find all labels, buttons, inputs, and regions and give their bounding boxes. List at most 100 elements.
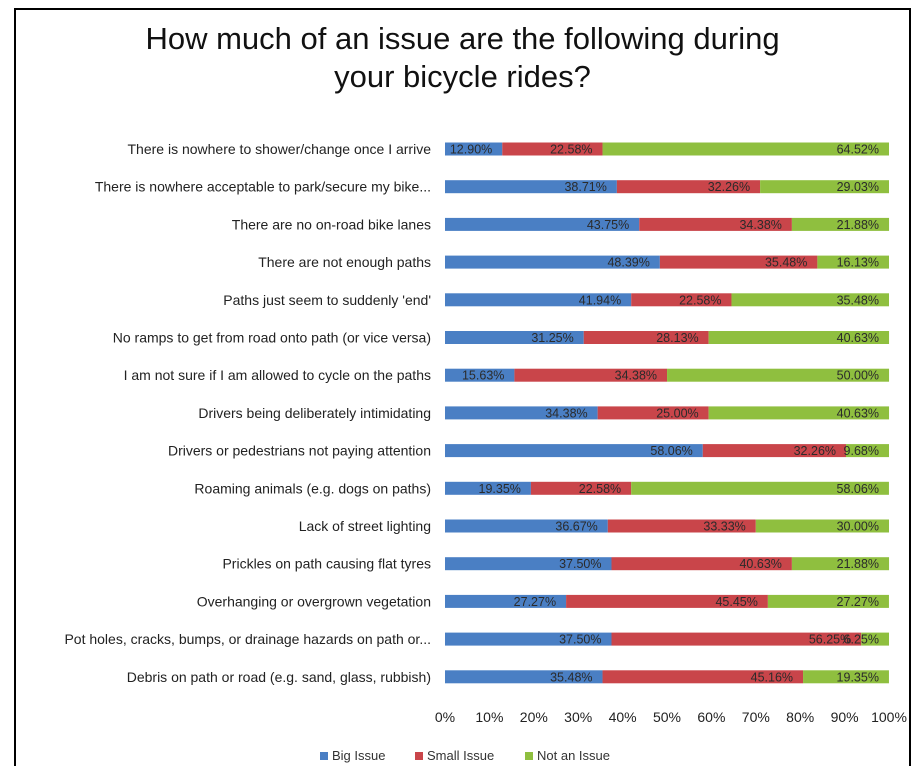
data-label: 48.39%	[607, 256, 649, 270]
data-label: 15.63%	[462, 369, 504, 383]
category-label: There are no on-road bike lanes	[232, 216, 431, 232]
bar-segment-big-issue	[445, 293, 632, 307]
data-label: 9.68%	[844, 444, 879, 458]
bar-segment-big-issue	[445, 180, 617, 194]
data-label: 34.38%	[545, 406, 587, 420]
bar-segment-small-issue	[566, 594, 768, 608]
bar-segment-not-an-issue	[667, 368, 890, 382]
bar-segment-big-issue	[445, 444, 703, 458]
x-tick-label: 80%	[786, 709, 814, 725]
bar-segment-small-issue	[616, 180, 761, 194]
category-label: Lack of street lighting	[299, 518, 431, 534]
category-label: Prickles on path causing flat tyres	[222, 556, 431, 572]
data-label: 22.58%	[679, 293, 721, 307]
bar-segment-small-issue	[659, 255, 818, 269]
bar-segment-big-issue	[445, 406, 598, 420]
data-label: 50.00%	[837, 369, 879, 383]
data-label: 35.48%	[765, 256, 807, 270]
bar-segment-not-an-issue	[708, 406, 890, 420]
bar-segment-big-issue	[445, 255, 660, 269]
x-tick-label: 60%	[697, 709, 725, 725]
category-label: Debris on path or road (e.g. sand, glass…	[127, 669, 431, 685]
x-tick-label: 10%	[475, 709, 503, 725]
data-label: 21.88%	[837, 557, 879, 571]
legend-swatch	[525, 752, 533, 760]
data-label: 40.63%	[837, 406, 879, 420]
bar-segment-big-issue	[445, 142, 503, 156]
bar-segment-not-an-issue	[767, 594, 889, 608]
bar-segment-small-issue	[530, 481, 632, 495]
bar-segment-small-issue	[514, 368, 668, 382]
category-label: No ramps to get from road onto path (or …	[113, 330, 431, 346]
data-label: 34.38%	[615, 369, 657, 383]
bar-segment-small-issue	[502, 142, 603, 156]
bar-segment-not-an-issue	[791, 217, 890, 231]
category-label: Drivers being deliberately intimidating	[198, 405, 431, 421]
legend-swatch	[320, 752, 328, 760]
data-label: 12.90%	[450, 143, 492, 157]
bar-segment-not-an-issue	[760, 180, 889, 194]
data-label: 16.13%	[837, 256, 879, 270]
bar-segment-small-issue	[702, 444, 847, 458]
bar-segment-big-issue	[445, 519, 608, 533]
data-label: 27.27%	[514, 595, 556, 609]
bar-segment-small-issue	[597, 406, 709, 420]
bar-segment-not-an-issue	[755, 519, 889, 533]
bar-segment-big-issue	[445, 632, 612, 646]
data-label: 27.27%	[837, 595, 879, 609]
data-label: 36.67%	[555, 520, 597, 534]
legend-label: Not an Issue	[537, 748, 610, 763]
category-label: There is nowhere to shower/change once I…	[128, 141, 432, 157]
bar-segment-not-an-issue	[708, 331, 890, 344]
category-label: Overhanging or overgrown vegetation	[197, 593, 431, 609]
category-label: There is nowhere acceptable to park/secu…	[95, 179, 431, 195]
bar-segment-not-an-issue	[631, 481, 889, 495]
x-tick-label: 70%	[742, 709, 770, 725]
data-label: 45.16%	[751, 670, 793, 684]
data-label: 37.50%	[559, 557, 601, 571]
category-label: Roaming animals (e.g. dogs on paths)	[194, 480, 431, 496]
data-label: 6.25%	[844, 633, 879, 647]
legend-label: Big Issue	[332, 748, 385, 763]
bar-segment-big-issue	[445, 331, 584, 344]
legend-label: Small Issue	[427, 748, 494, 763]
x-tick-label: 90%	[831, 709, 859, 725]
data-label: 32.26%	[708, 180, 750, 194]
data-label: 37.50%	[559, 633, 601, 647]
bar-segment-big-issue	[445, 217, 640, 231]
data-label: 34.38%	[739, 218, 781, 232]
x-tick-label: 50%	[653, 709, 681, 725]
data-label: 35.48%	[550, 670, 592, 684]
x-tick-label: 40%	[609, 709, 637, 725]
legend-swatch	[415, 752, 423, 760]
bar-segment-big-issue	[445, 557, 612, 571]
bar-segment-big-issue	[445, 670, 603, 684]
data-label: 40.63%	[837, 331, 879, 345]
bar-segment-not-an-issue	[791, 557, 890, 571]
bar-segment-not-an-issue	[846, 444, 889, 458]
data-label: 45.45%	[715, 595, 757, 609]
data-label: 21.88%	[837, 218, 879, 232]
bar-segment-small-issue	[631, 293, 732, 307]
data-label: 25.00%	[656, 406, 698, 420]
data-label: 33.33%	[703, 520, 745, 534]
bar-segment-small-issue	[602, 670, 804, 684]
data-label: 28.13%	[656, 331, 698, 345]
category-label: Pot holes, cracks, bumps, or drainage ha…	[64, 631, 431, 647]
bar-segment-not-an-issue	[602, 142, 889, 156]
data-label: 29.03%	[837, 180, 879, 194]
bar-segment-big-issue	[445, 481, 531, 495]
data-label: 58.06%	[837, 482, 879, 496]
data-label: 22.58%	[550, 143, 592, 157]
x-tick-label: 20%	[520, 709, 548, 725]
bar-segment-small-issue	[607, 519, 756, 533]
data-label: 64.52%	[837, 143, 879, 157]
bar-segment-big-issue	[445, 368, 515, 382]
data-label: 19.35%	[837, 670, 879, 684]
data-label: 58.06%	[650, 444, 692, 458]
category-label: There are not enough paths	[258, 254, 431, 270]
data-label: 30.00%	[837, 520, 879, 534]
data-label: 56.25%	[809, 633, 851, 647]
data-label: 35.48%	[837, 293, 879, 307]
